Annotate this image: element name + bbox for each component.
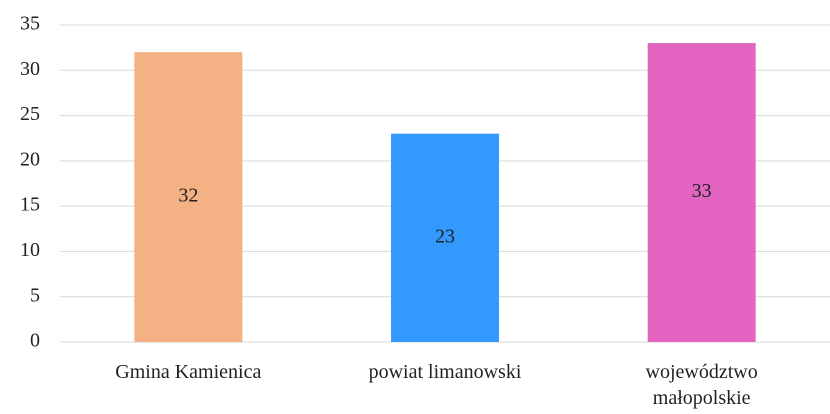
y-tick-label: 30 [20,58,40,80]
y-tick-label: 10 [20,239,40,261]
bar [134,52,243,343]
x-tick-label: powiat limanowski [368,361,522,383]
data-label: 33 [692,180,712,202]
y-tick-label: 5 [30,284,40,306]
y-tick-label: 25 [20,103,40,125]
bar [647,43,756,342]
y-tick-label: 35 [20,13,40,35]
x-tick-label: województwo małopolskie [645,361,758,409]
data-label: 32 [178,185,198,207]
y-tick-label: 15 [20,194,40,216]
y-tick-label: 20 [20,148,40,170]
y-tick-label: 0 [30,330,40,352]
bar [391,133,499,342]
data-label: 23 [435,225,455,247]
x-tick-label: Gmina Kamienica [115,361,262,383]
